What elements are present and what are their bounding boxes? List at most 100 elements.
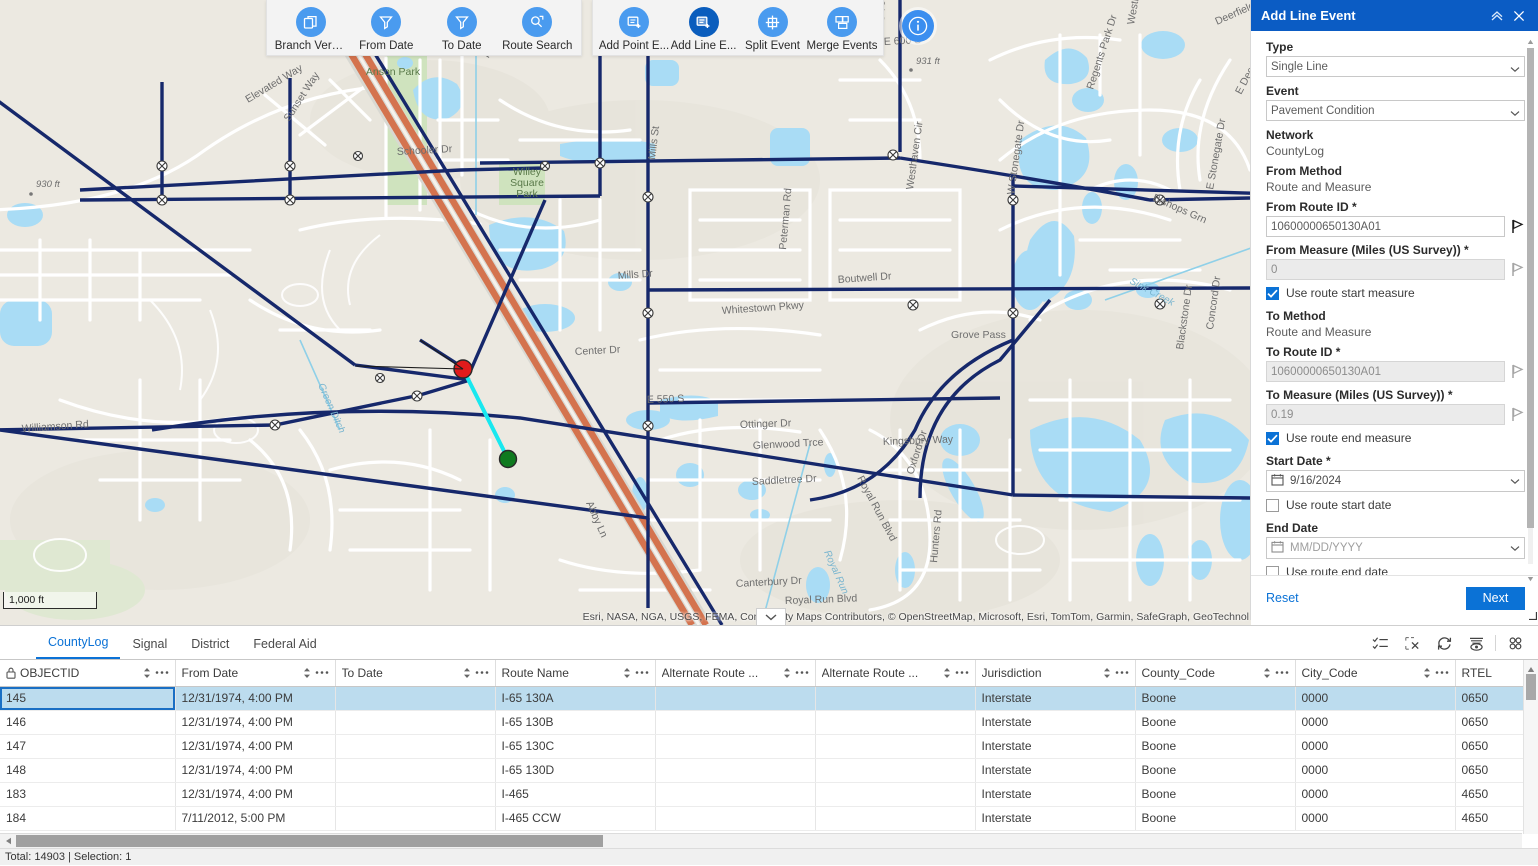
table-cell[interactable]: Interstate: [975, 758, 1136, 783]
split-event-button[interactable]: Split Event: [738, 7, 807, 52]
sort-icon[interactable]: [783, 667, 791, 679]
table-cell[interactable]: 12/31/1974, 4:00 PM: [175, 782, 336, 807]
to-date-button[interactable]: To Date: [427, 7, 497, 52]
table-cell[interactable]: 12/31/1974, 4:00 PM: [175, 710, 336, 735]
select-all-icon[interactable]: [1367, 630, 1393, 656]
column-header[interactable]: Alternate Route ...: [815, 660, 976, 687]
column-header[interactable]: Jurisdiction: [975, 660, 1136, 687]
table-cell[interactable]: [335, 686, 496, 711]
add-line-event-button[interactable]: Add Line E...: [669, 7, 738, 52]
table-cell[interactable]: 0000: [1295, 710, 1456, 735]
table-cell[interactable]: I-465: [495, 782, 656, 807]
column-menu-icon[interactable]: [955, 670, 969, 675]
column-menu-icon[interactable]: [1275, 670, 1289, 675]
scroll-up-arrow-icon[interactable]: [1527, 662, 1535, 676]
scrollbar-thumb[interactable]: [1526, 674, 1536, 700]
reset-button[interactable]: Reset: [1266, 591, 1299, 605]
column-header[interactable]: Alternate Route ...: [655, 660, 816, 687]
table-cell[interactable]: [815, 686, 976, 711]
column-menu-icon[interactable]: [635, 670, 649, 675]
table-row[interactable]: 145 12/31/1974, 4:00 PM I-65 130A Interstat…: [0, 686, 1529, 711]
table-cell[interactable]: 12/31/1974, 4:00 PM: [175, 758, 336, 783]
table-cell[interactable]: [815, 758, 976, 783]
table-cell[interactable]: 0650: [1455, 734, 1529, 759]
table-row[interactable]: 148 12/31/1974, 4:00 PM I-65 130D Interstat…: [0, 758, 1529, 783]
table-cell[interactable]: Boone: [1135, 806, 1296, 831]
table-cell[interactable]: 183: [0, 782, 176, 807]
table-cell[interactable]: 4650: [1455, 782, 1529, 807]
table-cell[interactable]: I-65 130C: [495, 734, 656, 759]
table-cell[interactable]: I-65 130B: [495, 710, 656, 735]
use-route-start-date-row[interactable]: Use route start date: [1266, 498, 1525, 512]
use-route-start-measure-checkbox[interactable]: [1266, 286, 1279, 300]
add-point-event-button[interactable]: Add Point E...: [599, 7, 669, 52]
table-cell[interactable]: 148: [0, 758, 176, 783]
collapse-chevrons-icon[interactable]: [1486, 5, 1508, 27]
end-date-input[interactable]: MM/DD/YYYY: [1266, 537, 1525, 559]
table-vertical-scrollbar[interactable]: [1523, 660, 1538, 834]
table-cell[interactable]: 0000: [1295, 782, 1456, 807]
table-cell[interactable]: 145: [0, 686, 176, 711]
column-header[interactable]: From Date: [175, 660, 336, 687]
table-cell[interactable]: Interstate: [975, 734, 1136, 759]
table-cell[interactable]: Interstate: [975, 710, 1136, 735]
table-cell[interactable]: [655, 686, 816, 711]
to-measure-input[interactable]: [1266, 404, 1505, 425]
sort-icon[interactable]: [303, 667, 311, 679]
column-menu-icon[interactable]: [475, 670, 489, 675]
panel-scrollbar[interactable]: [1526, 38, 1535, 583]
chevron-down-icon[interactable]: [1510, 541, 1520, 555]
table-row[interactable]: 183 12/31/1974, 4:00 PM I-465 Interstate Boo…: [0, 782, 1529, 807]
table-cell[interactable]: Boone: [1135, 758, 1296, 783]
column-header[interactable]: County_Code: [1135, 660, 1296, 687]
scrollbar-thumb[interactable]: [1527, 48, 1534, 528]
table-cell[interactable]: 147: [0, 734, 176, 759]
tab-signal[interactable]: Signal: [132, 637, 168, 651]
column-header[interactable]: City_Code: [1295, 660, 1456, 687]
map-expand-toggle[interactable]: [756, 608, 786, 625]
table-cell[interactable]: I-65 130A: [495, 686, 656, 711]
table-cell[interactable]: Interstate: [975, 686, 1136, 711]
table-cell[interactable]: 0650: [1455, 710, 1529, 735]
table-cell[interactable]: Boone: [1135, 710, 1296, 735]
column-menu-icon[interactable]: [1435, 670, 1449, 675]
table-cell[interactable]: [335, 758, 496, 783]
column-menu-icon[interactable]: [155, 670, 169, 675]
table-row[interactable]: 147 12/31/1974, 4:00 PM I-65 130C Interstat…: [0, 734, 1529, 759]
table-cell[interactable]: [655, 734, 816, 759]
sort-icon[interactable]: [623, 667, 631, 679]
table-cell[interactable]: Interstate: [975, 806, 1136, 831]
branch-version-button[interactable]: Branch Vers...: [275, 7, 347, 52]
sort-icon[interactable]: [463, 667, 471, 679]
table-cell[interactable]: I-465 CCW: [495, 806, 656, 831]
use-route-end-date-row[interactable]: Use route end date: [1266, 565, 1525, 575]
table-cell[interactable]: 184: [0, 806, 176, 831]
info-icon[interactable]: [902, 10, 934, 42]
table-cell[interactable]: [655, 758, 816, 783]
show-selected-icon[interactable]: [1463, 630, 1489, 656]
event-select[interactable]: Pavement Condition: [1266, 100, 1525, 121]
scroll-left-arrow-icon[interactable]: [0, 837, 16, 845]
table-cell[interactable]: Interstate: [975, 782, 1136, 807]
tab-federal-aid[interactable]: Federal Aid: [253, 637, 317, 651]
table-cell[interactable]: 12/31/1974, 4:00 PM: [175, 686, 336, 711]
table-cell[interactable]: 0000: [1295, 686, 1456, 711]
scrollbar-thumb[interactable]: [16, 835, 603, 847]
use-route-start-date-checkbox[interactable]: [1266, 498, 1279, 512]
use-route-end-measure-checkbox[interactable]: [1266, 431, 1279, 445]
column-header[interactable]: Route Name: [495, 660, 656, 687]
table-cell[interactable]: Boone: [1135, 734, 1296, 759]
table-cell[interactable]: 12/31/1974, 4:00 PM: [175, 734, 336, 759]
from-route-id-input[interactable]: [1266, 216, 1505, 237]
table-cell[interactable]: [815, 806, 976, 831]
table-cell[interactable]: 0000: [1295, 734, 1456, 759]
sort-icon[interactable]: [943, 667, 951, 679]
to-route-id-input[interactable]: [1266, 361, 1505, 382]
column-header[interactable]: To Date: [335, 660, 496, 687]
table-cell[interactable]: 0000: [1295, 806, 1456, 831]
table-row[interactable]: 184 7/11/2012, 5:00 PM I-465 CCW Interstate…: [0, 806, 1529, 831]
start-date-input[interactable]: 9/16/2024: [1266, 470, 1525, 492]
sort-icon[interactable]: [1263, 667, 1271, 679]
sort-icon[interactable]: [143, 667, 151, 679]
